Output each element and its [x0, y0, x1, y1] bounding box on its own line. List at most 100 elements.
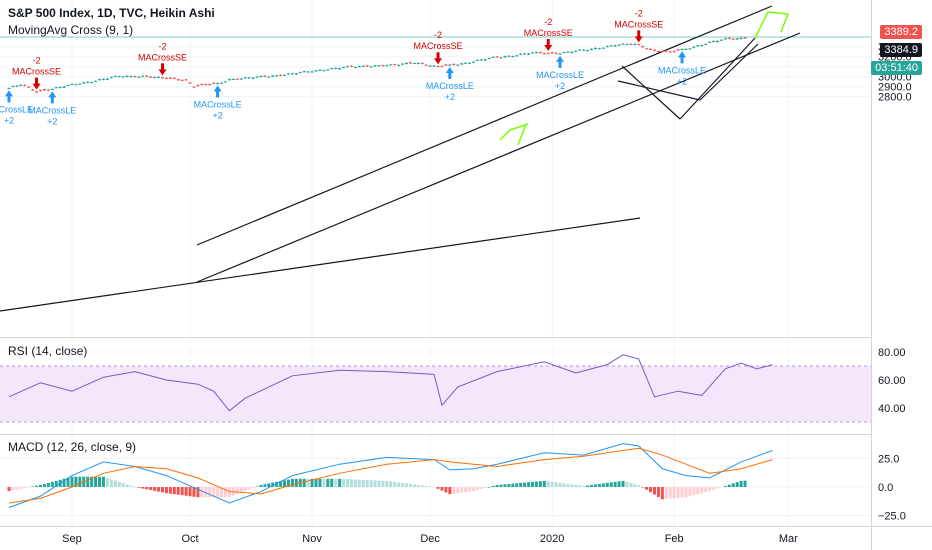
candle-body: [342, 67, 346, 69]
candle-body: [322, 70, 326, 72]
macd-histogram-bar: [314, 478, 318, 487]
candle-body: [334, 67, 338, 69]
macd-title[interactable]: MACD (12, 26, close, 9): [8, 440, 137, 454]
candle-body: [349, 65, 353, 67]
macd-histogram-bar: [149, 487, 153, 491]
macd-histogram-bar: [66, 477, 70, 487]
macd-histogram-bar: [444, 487, 448, 493]
macd-histogram-bar: [613, 481, 617, 487]
macd-histogram-bar: [310, 478, 314, 487]
time-axis[interactable]: Sep Oct Nov Dec 2020 Feb Mar: [62, 533, 798, 545]
macd-histogram-bar: [322, 478, 326, 487]
macd-histogram-bar: [416, 484, 420, 487]
macd-histogram-bar: [235, 487, 239, 495]
candle-body: [491, 56, 495, 58]
macd-histogram-bar: [19, 487, 23, 489]
candle-body: [645, 48, 649, 50]
candle-body: [601, 47, 605, 49]
macd-histogram-bar: [208, 487, 212, 498]
candle-body: [74, 84, 78, 86]
candle-body: [609, 45, 613, 47]
candle-body: [310, 71, 314, 73]
macd-histogram-bar: [574, 484, 578, 487]
macd-histogram-bar: [562, 483, 566, 487]
time-tick-label: Sep: [62, 533, 82, 545]
macd-histogram-bar: [432, 487, 436, 488]
macd-histogram-bar: [157, 487, 161, 492]
candle-body: [263, 75, 267, 77]
candle-body: [113, 75, 117, 77]
macd-histogram-bar: [377, 480, 381, 487]
indicator-label[interactable]: MovingAvg Cross (9, 1): [8, 23, 134, 37]
candle-body: [440, 65, 444, 67]
macd-histogram-bar: [349, 479, 353, 487]
macd-histogram-bar: [326, 478, 330, 487]
candle-body: [381, 65, 385, 67]
candle-body: [723, 38, 727, 40]
candle-body: [523, 53, 527, 55]
macd-histogram-bar: [534, 481, 538, 487]
macd-histogram-bar: [475, 487, 479, 491]
trend-line: [617, 80, 701, 101]
rsi-tick-label: 60.00: [878, 375, 906, 387]
macd-histogram-bar: [566, 483, 570, 487]
candle-body: [704, 43, 708, 45]
macd-histogram-bar: [133, 487, 137, 488]
candle-body: [625, 43, 629, 45]
macd-histogram-bar: [715, 487, 719, 489]
candle-body: [468, 62, 472, 64]
macd-histogram-bar: [15, 487, 19, 490]
candle-body: [314, 70, 318, 72]
candle-body: [653, 49, 657, 51]
candle-body: [121, 76, 125, 78]
candle-body: [168, 77, 172, 79]
macd-histogram-bar: [27, 487, 31, 488]
candle-body: [527, 53, 531, 55]
macd-histogram-bar: [397, 482, 401, 487]
candle-body: [109, 77, 113, 79]
buy-arrow-icon: [48, 91, 57, 104]
macd-histogram-bar: [684, 487, 688, 498]
macd-histogram-bar: [499, 484, 503, 487]
candle-body: [408, 62, 412, 64]
macd-histogram-bar: [708, 487, 712, 492]
candle-body: [373, 65, 377, 67]
macd-histogram-bar: [448, 487, 452, 495]
sell-arrow-icon: [544, 39, 553, 52]
macd-histogram-bar: [649, 487, 653, 493]
candle-body: [668, 51, 672, 53]
macd-histogram-bar: [440, 487, 444, 491]
candle-body: [27, 86, 31, 88]
signal-label: MACrossLE: [28, 105, 76, 115]
candle-body: [286, 73, 290, 75]
candle-body: [66, 84, 70, 86]
macd-histogram-bar: [7, 487, 11, 492]
macd-histogram-bar: [420, 485, 424, 487]
signal-label: MACrossSE: [138, 52, 187, 62]
time-tick-label: 2020: [540, 533, 564, 545]
candle-body: [117, 76, 121, 78]
candle-body: [267, 76, 271, 78]
signal-qty: +2: [212, 111, 222, 121]
candle-body: [656, 51, 660, 53]
candle-body: [19, 84, 23, 86]
candle-body: [586, 50, 590, 52]
rsi-title[interactable]: RSI (14, close): [8, 344, 88, 358]
rsi-tick-label: 80.00: [878, 347, 906, 359]
candle-body: [712, 41, 716, 43]
macd-histogram-bar: [625, 481, 629, 487]
macd-histogram-bar: [633, 483, 637, 487]
candle-body: [452, 63, 456, 65]
macd-histogram-bar: [105, 478, 109, 487]
candle-body: [546, 52, 550, 54]
candle-body: [562, 52, 566, 54]
macd-histogram-bar: [428, 486, 432, 487]
candle-body: [582, 49, 586, 51]
macd-histogram-bar: [275, 481, 279, 487]
candle-body: [534, 51, 538, 53]
candle-body: [212, 82, 216, 84]
macd-histogram-bar: [239, 487, 243, 493]
macd-histogram-bar: [192, 487, 196, 497]
candle-body: [145, 75, 149, 77]
